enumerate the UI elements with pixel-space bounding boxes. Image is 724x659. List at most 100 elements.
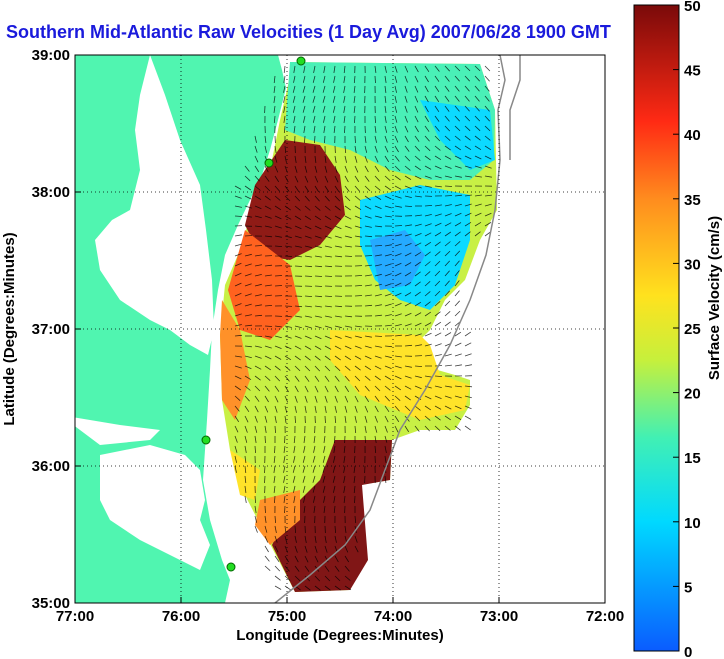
velocity-arrow	[324, 305, 332, 308]
station-marker	[296, 56, 306, 66]
velocity-arrow	[484, 222, 492, 227]
velocity-arrow	[454, 310, 461, 317]
velocity-arrow	[244, 303, 252, 307]
velocity-arrow	[314, 545, 318, 553]
velocity-arrow	[333, 65, 336, 73]
velocity-arrow	[414, 165, 422, 171]
velocity-arrow	[464, 65, 471, 72]
velocity-arrow	[234, 385, 242, 391]
velocity-arrow	[434, 165, 442, 170]
velocity-arrow	[283, 485, 286, 493]
velocity-arrow	[274, 165, 279, 173]
velocity-arrow	[374, 155, 379, 163]
velocity-arrow	[304, 155, 307, 163]
velocity-arrow	[273, 105, 276, 113]
velocity-arrow	[424, 165, 432, 170]
velocity-arrow	[294, 175, 299, 183]
velocity-arrow	[474, 231, 481, 237]
velocity-arrow	[444, 145, 451, 151]
velocity-arrow	[304, 395, 308, 403]
velocity-arrow	[394, 115, 398, 123]
velocity-arrow	[314, 195, 320, 202]
velocity-arrow	[414, 301, 422, 307]
velocity-arrow	[384, 135, 388, 143]
velocity-arrow	[404, 95, 408, 103]
velocity-arrow	[404, 195, 412, 198]
velocity-arrow	[454, 222, 462, 227]
velocity-arrow	[293, 495, 296, 503]
colorbar-tick-label: 40	[684, 127, 701, 144]
velocity-arrow	[454, 95, 460, 102]
velocity-arrow	[324, 295, 333, 297]
velocity-arrow	[302, 75, 306, 83]
velocity-arrow	[444, 185, 453, 187]
velocity-arrow	[244, 165, 250, 172]
velocity-arrow	[264, 385, 270, 392]
velocity-arrow	[424, 115, 430, 123]
velocity-arrow	[264, 325, 273, 327]
velocity-arrow	[444, 105, 450, 112]
velocity-arrow	[354, 245, 363, 247]
velocity-arrow	[394, 425, 399, 433]
velocity-arrow	[374, 335, 383, 337]
velocity-arrow	[324, 185, 330, 193]
velocity-arrow	[354, 145, 357, 153]
velocity-arrow	[302, 475, 306, 483]
velocity-arrow	[464, 231, 471, 237]
velocity-arrow	[324, 405, 327, 413]
velocity-arrow	[324, 415, 326, 424]
velocity-arrow	[474, 135, 481, 141]
velocity-arrow	[374, 65, 377, 73]
velocity-arrow	[344, 215, 352, 220]
velocity-arrow	[354, 235, 362, 238]
velocity-arrow	[283, 115, 286, 123]
velocity-arrow	[244, 475, 247, 484]
velocity-arrow	[314, 375, 320, 382]
velocity-arrow	[424, 261, 431, 267]
velocity-arrow	[374, 294, 382, 297]
velocity-arrow	[323, 115, 326, 123]
velocity-arrow	[314, 255, 322, 258]
velocity-arrow	[284, 195, 291, 202]
velocity-arrow	[434, 65, 440, 72]
velocity-arrow	[324, 235, 332, 239]
velocity-arrow	[354, 205, 362, 211]
velocity-arrow	[304, 205, 311, 211]
x-tick-label: 74:00	[374, 608, 412, 625]
velocity-arrow	[334, 365, 341, 372]
velocity-arrow	[292, 95, 296, 103]
velocity-arrow	[354, 375, 361, 382]
velocity-arrow	[234, 445, 238, 453]
velocity-arrow	[434, 290, 441, 297]
velocity-arrow	[303, 435, 306, 443]
colorbar-tick-label: 25	[684, 321, 701, 338]
velocity-arrow	[274, 385, 280, 392]
velocity-arrow	[343, 455, 346, 463]
velocity-arrow	[254, 314, 263, 317]
velocity-arrow	[304, 365, 311, 372]
velocity-arrow	[264, 525, 268, 533]
velocity-arrow	[414, 344, 422, 347]
colorbar-tick-label: 5	[684, 579, 692, 596]
velocity-arrow	[292, 105, 296, 113]
velocity-arrow	[454, 250, 461, 257]
velocity-arrow	[334, 555, 339, 563]
velocity-arrow	[294, 255, 302, 258]
velocity-arrow	[334, 315, 342, 318]
velocity-arrow	[344, 565, 350, 572]
velocity-arrow	[434, 321, 442, 327]
velocity-arrow	[234, 415, 240, 423]
velocity-arrow	[264, 175, 270, 182]
isobath-line	[509, 55, 521, 160]
velocity-arrow	[244, 195, 252, 200]
velocity-arrow	[444, 332, 452, 337]
velocity-arrow	[314, 315, 322, 318]
velocity-arrow	[404, 85, 408, 93]
velocity-arrow	[354, 285, 363, 287]
velocity-arrow	[444, 165, 452, 169]
velocity-arrow	[234, 425, 239, 433]
velocity-arrow	[302, 455, 306, 463]
velocity-arrow	[464, 415, 472, 420]
velocity-arrow	[274, 585, 282, 590]
velocity-arrow	[444, 175, 452, 178]
